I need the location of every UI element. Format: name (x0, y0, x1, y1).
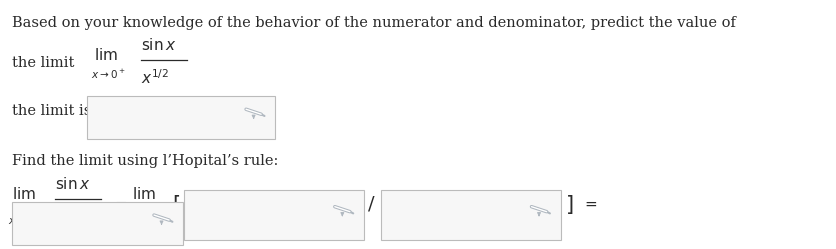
Text: the limit: the limit (12, 57, 74, 70)
Text: $x^{1/2}$: $x^{1/2}$ (140, 68, 168, 87)
Text: $\sin x$: $\sin x$ (55, 176, 90, 192)
Text: /: / (368, 195, 375, 213)
Text: $\lim$: $\lim$ (132, 186, 156, 202)
Text: Find the limit using l’Hopital’s rule:: Find the limit using l’Hopital’s rule: (12, 154, 278, 168)
FancyBboxPatch shape (12, 202, 183, 245)
Text: $x{\to}0^+$: $x{\to}0^+$ (129, 214, 163, 227)
Text: $]$: $]$ (564, 193, 573, 216)
Text: $x{\to}0^+$: $x{\to}0^+$ (8, 214, 43, 227)
Text: $x{\to}0^+$: $x{\to}0^+$ (91, 68, 125, 81)
Text: the limit is: the limit is (12, 104, 91, 118)
Text: $=$: $=$ (112, 197, 128, 211)
Text: $\lim$: $\lim$ (12, 186, 36, 202)
Text: $\lim$: $\lim$ (94, 47, 118, 63)
Text: Based on your knowledge of the behavior of the numerator and denominator, predic: Based on your knowledge of the behavior … (12, 16, 735, 30)
Text: $\sin x$: $\sin x$ (140, 37, 176, 53)
FancyBboxPatch shape (380, 190, 560, 240)
FancyBboxPatch shape (184, 190, 364, 240)
FancyBboxPatch shape (87, 96, 275, 139)
Text: $[$: $[$ (172, 193, 181, 216)
Text: $x^{1/2}$: $x^{1/2}$ (55, 208, 83, 227)
Text: $=$: $=$ (581, 197, 597, 211)
